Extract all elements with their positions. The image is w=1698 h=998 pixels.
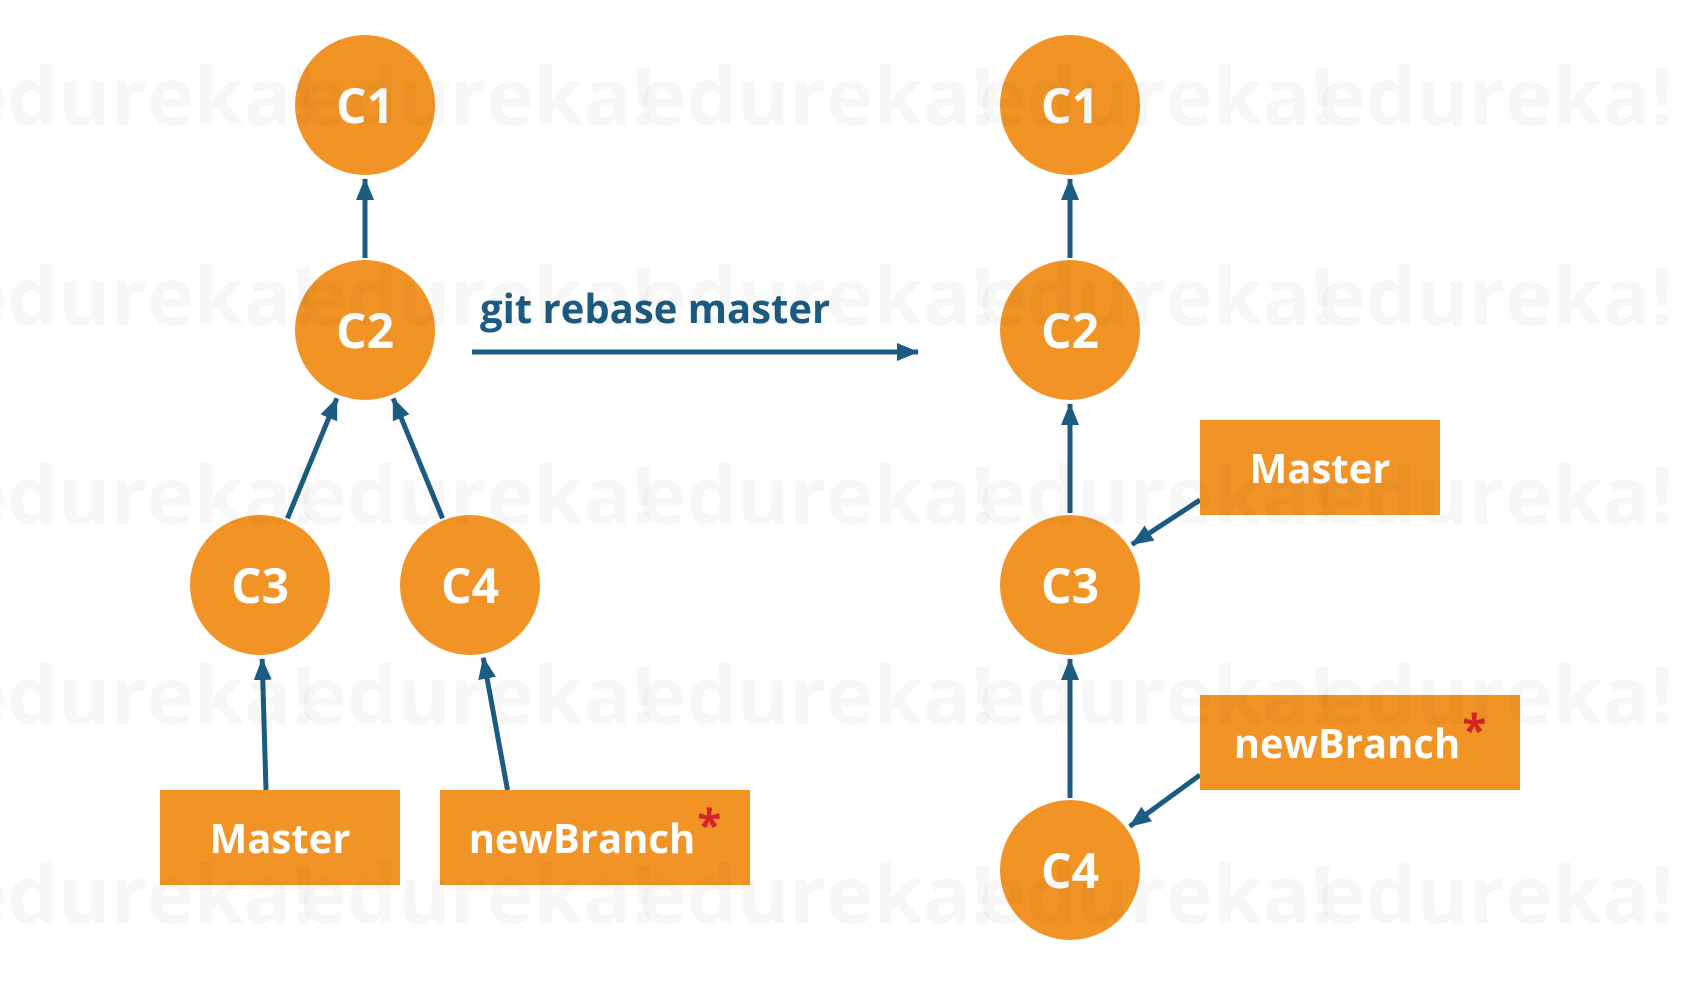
watermark-text: edureka! xyxy=(0,240,315,349)
commit-node-c3: C3 xyxy=(1000,515,1140,655)
branch-label-text: newBranch xyxy=(1234,715,1461,770)
commit-node-label: C3 xyxy=(231,553,289,618)
branch-label-text: newBranch xyxy=(469,810,696,865)
edge-arrow xyxy=(483,658,507,790)
branch-label-master: Master xyxy=(1200,420,1440,515)
watermark-text: edureka! xyxy=(639,40,994,149)
watermark-text: edureka! xyxy=(1318,240,1673,349)
commit-node-label: C4 xyxy=(1041,838,1099,903)
commit-node-c1: C1 xyxy=(295,35,435,175)
branch-label-newbranch: newBranch* xyxy=(1200,695,1520,790)
branch-label-newbranch: newBranch* xyxy=(440,790,750,885)
edge-arrow xyxy=(262,659,266,790)
commit-node-c1: C1 xyxy=(1000,35,1140,175)
commit-node-c2: C2 xyxy=(1000,260,1140,400)
commit-node-c4: C4 xyxy=(400,515,540,655)
current-branch-star-icon: * xyxy=(697,794,721,854)
watermark-text: edureka! xyxy=(0,40,315,149)
edge-arrow xyxy=(1132,500,1200,545)
commit-node-label: C2 xyxy=(1041,298,1099,363)
watermark-text: edureka! xyxy=(0,639,315,748)
commit-node-c3: C3 xyxy=(190,515,330,655)
commit-node-c2: C2 xyxy=(295,260,435,400)
commit-node-c4: C4 xyxy=(1000,800,1140,940)
edge-arrow xyxy=(287,398,336,518)
edge-arrow xyxy=(393,398,442,518)
watermark-text: edureka! xyxy=(639,639,994,748)
branch-label-master: Master xyxy=(160,790,400,885)
branch-label-text: Master xyxy=(210,810,351,865)
watermark-text: edureka! xyxy=(1318,40,1673,149)
command-text: git rebase master xyxy=(480,280,830,335)
edge-arrow xyxy=(1130,775,1200,826)
branch-label-text: Master xyxy=(1250,440,1391,495)
watermark-text: edureka! xyxy=(639,439,994,548)
watermark-text: edureka! xyxy=(300,639,655,748)
commit-node-label: C3 xyxy=(1041,553,1099,618)
commit-node-label: C2 xyxy=(336,298,394,363)
commit-node-label: C4 xyxy=(441,553,499,618)
watermark-text: edureka! xyxy=(1318,838,1673,947)
commit-node-label: C1 xyxy=(336,73,394,138)
diagram-stage: C1C2C3C4C1C2C3C4 MasternewBranch*Mastern… xyxy=(0,0,1698,998)
current-branch-star-icon: * xyxy=(1462,699,1486,759)
commit-node-label: C1 xyxy=(1041,73,1099,138)
